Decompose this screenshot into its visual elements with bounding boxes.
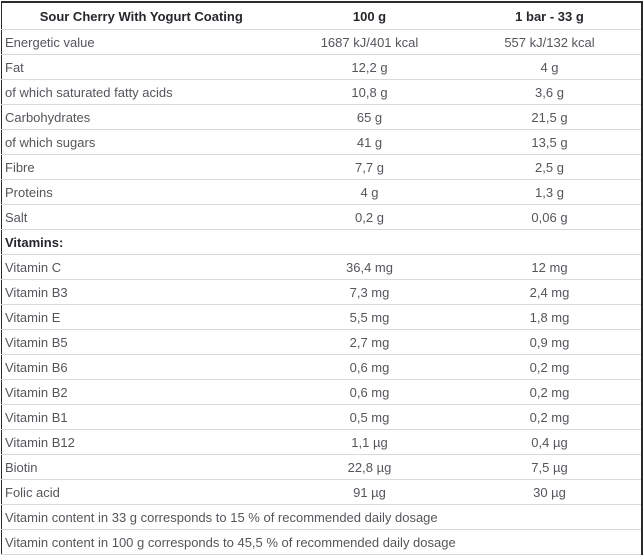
row-label: Fibre: [1, 154, 281, 180]
row-label: Vitamin B6: [1, 354, 281, 380]
row-value-per-bar: 2,5 g: [458, 154, 642, 180]
row-label: of which sugars: [1, 129, 281, 155]
footnote-row: Vitamin content in 33 g corresponds to 1…: [1, 504, 642, 530]
nutrient-row: Proteins 4 g 1,3 g: [1, 179, 642, 205]
row-value-per-100g: 7,7 g: [280, 154, 459, 180]
row-value-per-100g: 22,8 µg: [280, 454, 459, 480]
row-label: Vitamin B12: [1, 429, 281, 455]
row-value-per-bar: 30 µg: [458, 479, 642, 505]
row-value-per-bar: 0,2 mg: [458, 379, 642, 405]
per-bar-column-header: 1 bar - 33 g: [458, 2, 642, 30]
row-value-per-bar: 3,6 g: [458, 79, 642, 105]
row-value-per-100g: 12,2 g: [280, 54, 459, 80]
footnote-text: Vitamin content in 100 g corresponds to …: [1, 529, 642, 555]
row-value-per-bar: 557 kJ/132 kcal: [458, 29, 642, 55]
row-label: Vitamin C: [1, 254, 281, 280]
row-value-per-100g: 65 g: [280, 104, 459, 130]
row-value-per-100g: 0,5 mg: [280, 404, 459, 430]
vitamin-row: Folic acid 91 µg 30 µg: [1, 479, 642, 505]
row-value-per-bar: 21,5 g: [458, 104, 642, 130]
row-label: Proteins: [1, 179, 281, 205]
vitamin-row: Vitamin B5 2,7 mg 0,9 mg: [1, 329, 642, 355]
nutrition-table-body: Energetic value 1687 kJ/401 kcal 557 kJ/13…: [1, 29, 642, 555]
row-value-per-100g: 5,5 mg: [280, 304, 459, 330]
footnote-text: Vitamin content in 33 g corresponds to 1…: [1, 504, 642, 530]
row-value-per-100g: 7,3 mg: [280, 279, 459, 305]
vitamin-row: Biotin 22,8 µg 7,5 µg: [1, 454, 642, 480]
row-label: Vitamin B2: [1, 379, 281, 405]
row-value-per-bar: 0,4 µg: [458, 429, 642, 455]
row-label: Vitamin E: [1, 304, 281, 330]
row-label: Vitamin B5: [1, 329, 281, 355]
row-label: Vitamin B3: [1, 279, 281, 305]
row-label: Fat: [1, 54, 281, 80]
row-value-per-bar: 13,5 g: [458, 129, 642, 155]
per-100g-column-header: 100 g: [280, 2, 459, 30]
nutrient-row: of which saturated fatty acids 10,8 g 3,6 …: [1, 79, 642, 105]
row-value-per-bar: 4 g: [458, 54, 642, 80]
row-label: Salt: [1, 204, 281, 230]
vitamins-section-row: Vitamins:: [1, 229, 642, 255]
row-value-per-100g: 1,1 µg: [280, 429, 459, 455]
row-value-per-100g: 91 µg: [280, 479, 459, 505]
row-value-per-100g: 0,6 mg: [280, 379, 459, 405]
vitamin-row: Vitamin B12 1,1 µg 0,4 µg: [1, 429, 642, 455]
nutrition-table-header: Sour Cherry With Yogurt Coating 100 g 1 …: [1, 2, 642, 30]
vitamin-row: Vitamin B6 0,6 mg 0,2 mg: [1, 354, 642, 380]
nutrient-row: Salt 0,2 g 0,06 g: [1, 204, 642, 230]
footnote-row: Vitamin content in 100 g corresponds to …: [1, 529, 642, 555]
row-label: Carbohydrates: [1, 104, 281, 130]
row-value-per-bar: 1,3 g: [458, 179, 642, 205]
vitamin-row: Vitamin E 5,5 mg 1,8 mg: [1, 304, 642, 330]
row-value-per-bar: 12 mg: [458, 254, 642, 280]
row-value-per-bar: 0,9 mg: [458, 329, 642, 355]
row-value-per-100g: 2,7 mg: [280, 329, 459, 355]
row-value-per-bar: 7,5 µg: [458, 454, 642, 480]
row-value-per-bar: 0,2 mg: [458, 354, 642, 380]
row-value-per-100g: 36,4 mg: [280, 254, 459, 280]
vitamin-row: Vitamin B1 0,5 mg 0,2 mg: [1, 404, 642, 430]
row-value-per-100g: 41 g: [280, 129, 459, 155]
row-value-per-bar: 0,2 mg: [458, 404, 642, 430]
row-value-per-100g: 0,2 g: [280, 204, 459, 230]
nutrient-row: Fibre 7,7 g 2,5 g: [1, 154, 642, 180]
row-value-per-100g: 1687 kJ/401 kcal: [280, 29, 459, 55]
row-value-per-bar: 2,4 mg: [458, 279, 642, 305]
row-label: Energetic value: [1, 29, 281, 55]
row-label: Vitamin B1: [1, 404, 281, 430]
row-value-per-100g: 10,8 g: [280, 79, 459, 105]
row-value-per-bar: 0,06 g: [458, 204, 642, 230]
vitamin-row: Vitamin C 36,4 mg 12 mg: [1, 254, 642, 280]
header-row: Sour Cherry With Yogurt Coating 100 g 1 …: [1, 2, 642, 30]
row-value-per-100g: 4 g: [280, 179, 459, 205]
product-name-header: Sour Cherry With Yogurt Coating: [1, 2, 281, 30]
vitamin-row: Vitamin B2 0,6 mg 0,2 mg: [1, 379, 642, 405]
nutrient-row: Energetic value 1687 kJ/401 kcal 557 kJ/13…: [1, 29, 642, 55]
row-value-per-100g: 0,6 mg: [280, 354, 459, 380]
vitamin-row: Vitamin B3 7,3 mg 2,4 mg: [1, 279, 642, 305]
row-label: Folic acid: [1, 479, 281, 505]
nutrient-row: of which sugars 41 g 13,5 g: [1, 129, 642, 155]
vitamins-section-label: Vitamins:: [1, 229, 642, 255]
row-value-per-bar: 1,8 mg: [458, 304, 642, 330]
row-label: Biotin: [1, 454, 281, 480]
nutrient-row: Carbohydrates 65 g 21,5 g: [1, 104, 642, 130]
row-label: of which saturated fatty acids: [1, 79, 281, 105]
